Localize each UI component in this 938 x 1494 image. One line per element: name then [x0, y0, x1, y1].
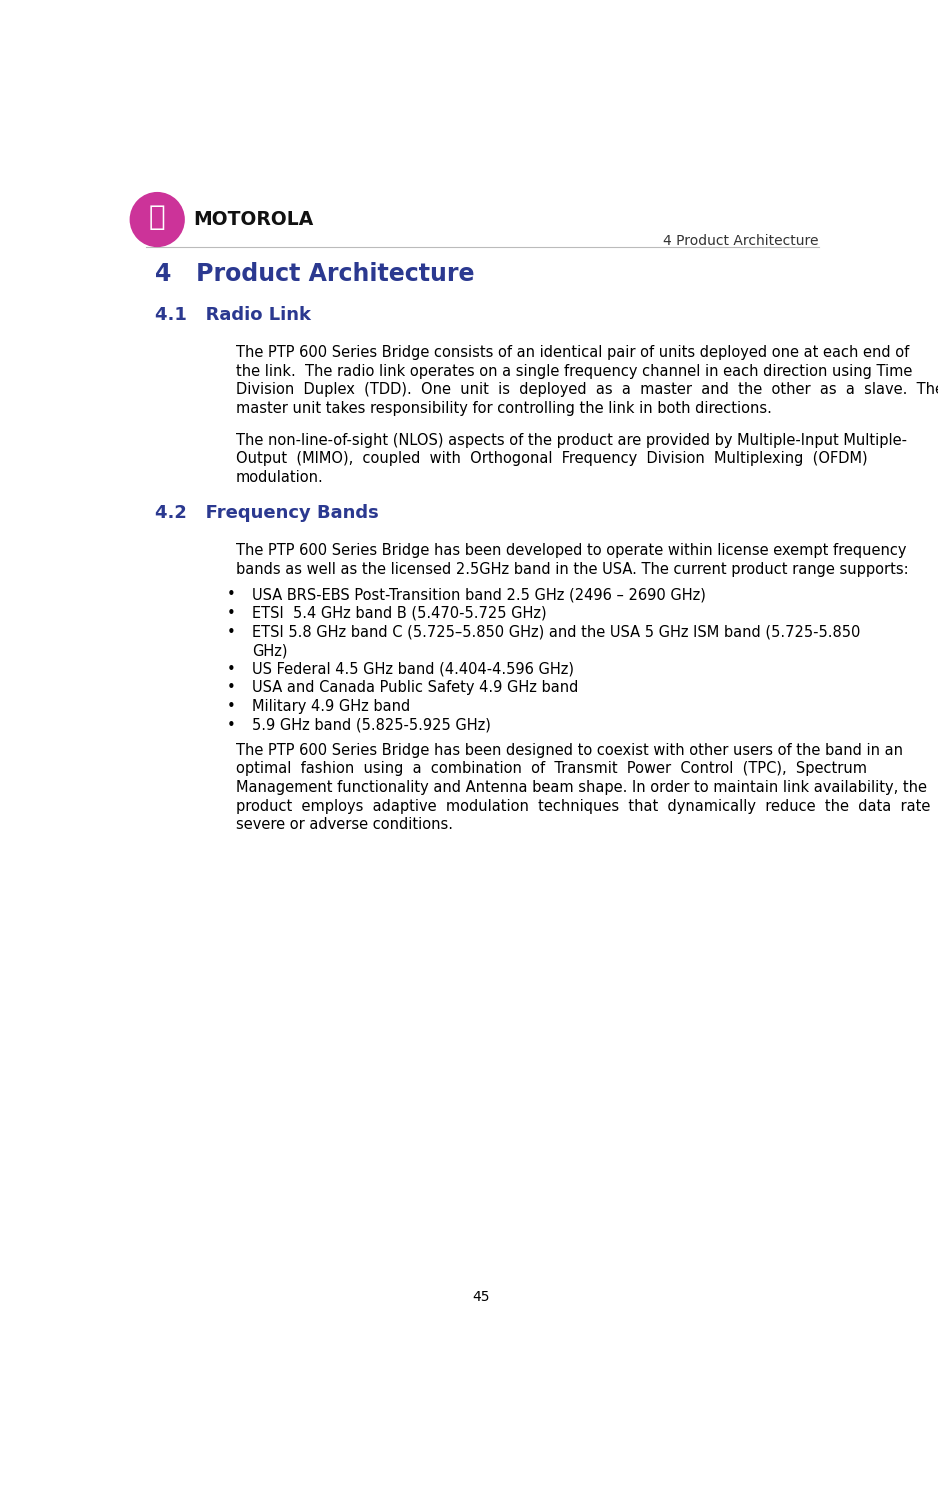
- Text: •: •: [226, 587, 235, 602]
- Text: product  employs  adaptive  modulation  techniques  that  dynamically  reduce  t: product employs adaptive modulation tech…: [235, 799, 938, 814]
- Text: bands as well as the licensed 2.5GHz band in the USA. The current product range : bands as well as the licensed 2.5GHz ban…: [235, 562, 908, 577]
- Text: •: •: [226, 680, 235, 695]
- Text: USA BRS-EBS Post-Transition band 2.5 GHz (2496 – 2690 GHz): USA BRS-EBS Post-Transition band 2.5 GHz…: [251, 587, 705, 602]
- Text: 4.1   Radio Link: 4.1 Radio Link: [155, 306, 311, 324]
- Text: the link.  The radio link operates on a single frequency channel in each directi: the link. The radio link operates on a s…: [235, 363, 912, 378]
- Text: USA and Canada Public Safety 4.9 GHz band: USA and Canada Public Safety 4.9 GHz ban…: [251, 680, 578, 695]
- Text: ETSI  5.4 GHz band B (5.470-5.725 GHz): ETSI 5.4 GHz band B (5.470-5.725 GHz): [251, 607, 546, 622]
- Text: •: •: [226, 624, 235, 639]
- Text: master unit takes responsibility for controlling the link in both directions.: master unit takes responsibility for con…: [235, 400, 772, 415]
- Text: GHz): GHz): [251, 642, 287, 659]
- Text: modulation.: modulation.: [235, 469, 324, 486]
- Text: •: •: [226, 699, 235, 714]
- Text: Division  Duplex  (TDD).  One  unit  is  deployed  as  a  master  and  the  othe: Division Duplex (TDD). One unit is deplo…: [235, 382, 938, 397]
- Ellipse shape: [129, 191, 185, 247]
- Text: •: •: [226, 662, 235, 677]
- Text: Ⓜ: Ⓜ: [149, 203, 165, 232]
- Text: optimal  fashion  using  a  combination  of  Transmit  Power  Control  (TPC),  S: optimal fashion using a combination of T…: [235, 762, 867, 777]
- Text: 5.9 GHz band (5.825-5.925 GHz): 5.9 GHz band (5.825-5.925 GHz): [251, 717, 491, 732]
- Text: severe or adverse conditions.: severe or adverse conditions.: [235, 817, 453, 832]
- Text: MOTOROLA: MOTOROLA: [193, 211, 314, 229]
- Text: The PTP 600 Series Bridge has been developed to operate within license exempt fr: The PTP 600 Series Bridge has been devel…: [235, 544, 906, 559]
- Text: The non-line-of-sight (NLOS) aspects of the product are provided by Multiple-Inp: The non-line-of-sight (NLOS) aspects of …: [235, 433, 907, 448]
- Text: US Federal 4.5 GHz band (4.404-4.596 GHz): US Federal 4.5 GHz band (4.404-4.596 GHz…: [251, 662, 574, 677]
- Text: ETSI 5.8 GHz band C (5.725–5.850 GHz) and the USA 5 GHz ISM band (5.725-5.850: ETSI 5.8 GHz band C (5.725–5.850 GHz) an…: [251, 624, 860, 639]
- Text: Management functionality and Antenna beam shape. In order to maintain link avail: Management functionality and Antenna bea…: [235, 780, 927, 795]
- Text: •: •: [226, 607, 235, 622]
- Text: 4   Product Architecture: 4 Product Architecture: [155, 261, 475, 287]
- Text: Output  (MIMO),  coupled  with  Orthogonal  Frequency  Division  Multiplexing  (: Output (MIMO), coupled with Orthogonal F…: [235, 451, 868, 466]
- Text: •: •: [226, 717, 235, 732]
- Text: Military 4.9 GHz band: Military 4.9 GHz band: [251, 699, 410, 714]
- Text: The PTP 600 Series Bridge consists of an identical pair of units deployed one at: The PTP 600 Series Bridge consists of an…: [235, 345, 909, 360]
- Text: The PTP 600 Series Bridge has been designed to coexist with other users of the b: The PTP 600 Series Bridge has been desig…: [235, 743, 902, 757]
- Text: 45: 45: [472, 1291, 490, 1304]
- Text: 4.2   Frequency Bands: 4.2 Frequency Bands: [155, 505, 379, 523]
- Text: 4 Product Architecture: 4 Product Architecture: [663, 235, 819, 248]
